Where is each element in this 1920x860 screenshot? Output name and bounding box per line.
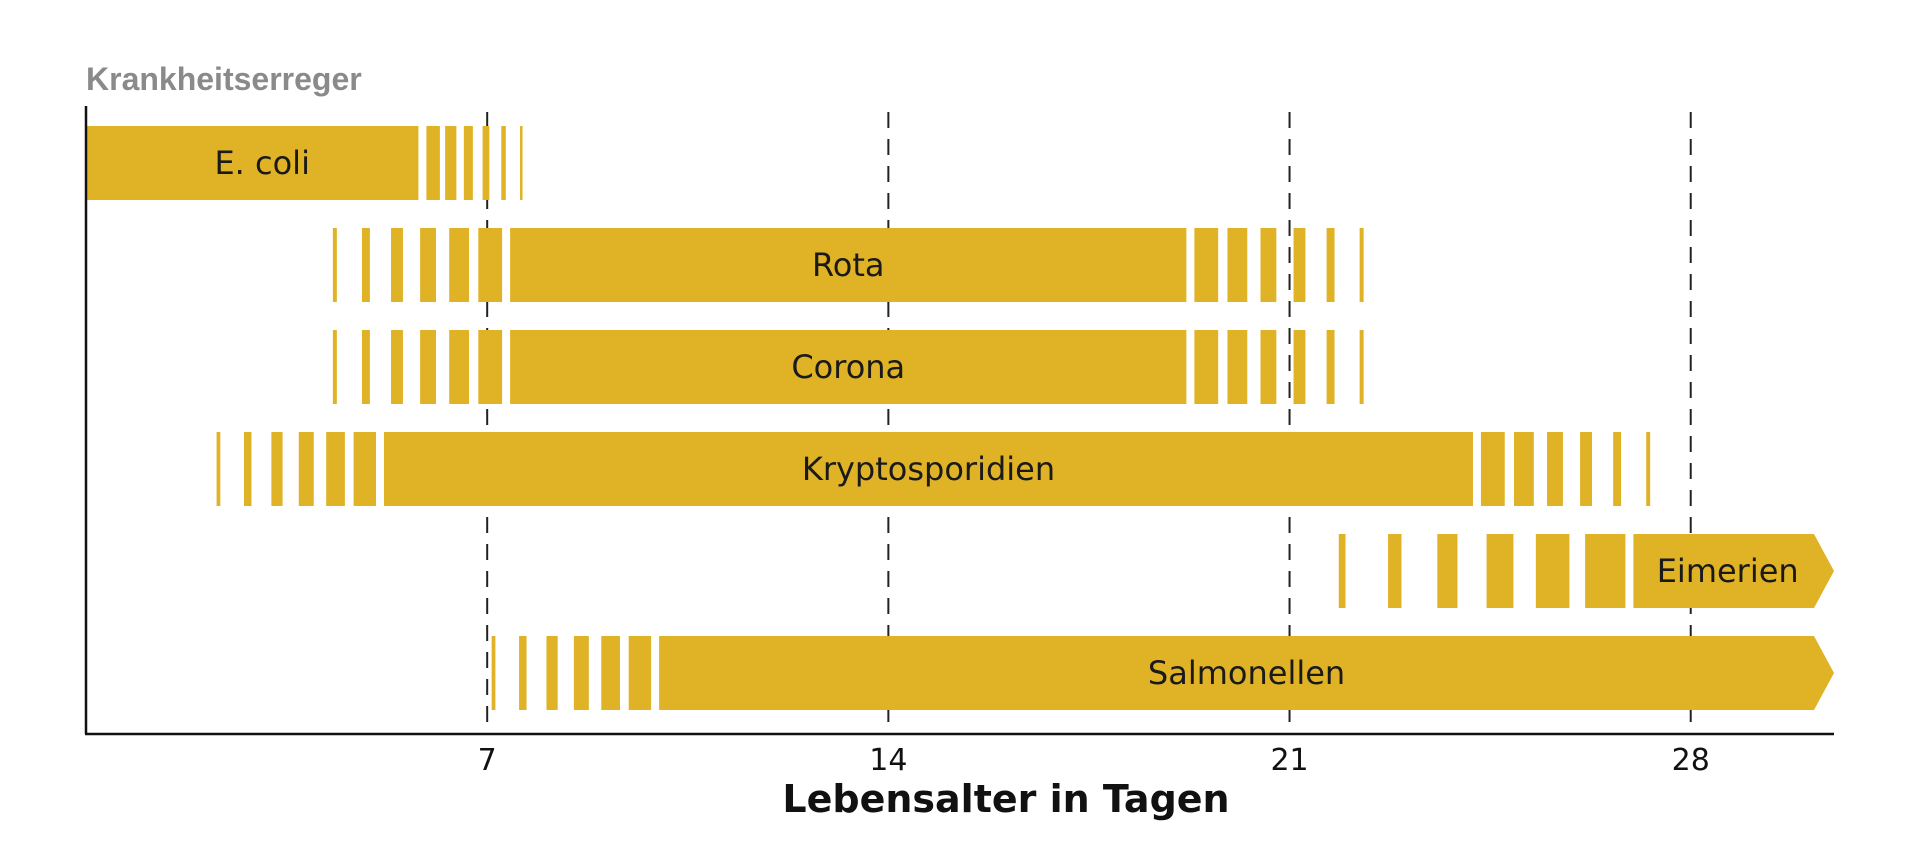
onset-stripe bbox=[1486, 534, 1514, 608]
x-tick-label-28: 28 bbox=[1672, 743, 1710, 778]
onset-stripe bbox=[1585, 534, 1626, 608]
fade-stripe bbox=[445, 126, 457, 200]
x-tick-label-7: 7 bbox=[478, 743, 497, 778]
fade-stripe bbox=[501, 126, 506, 200]
fade-stripe bbox=[1580, 432, 1592, 506]
fade-stripe bbox=[463, 126, 473, 200]
fade-stripe bbox=[1227, 330, 1248, 404]
onset-stripe bbox=[391, 330, 403, 404]
fade-stripe bbox=[1613, 432, 1622, 506]
main-bar bbox=[86, 126, 419, 200]
fade-stripe bbox=[1227, 228, 1248, 302]
onset-stripe bbox=[491, 636, 496, 710]
main-bar bbox=[659, 636, 1834, 710]
onset-stripe bbox=[361, 228, 370, 302]
bar-row-1: Rota bbox=[332, 228, 1364, 302]
onset-stripe bbox=[546, 636, 558, 710]
fade-stripe bbox=[1326, 330, 1335, 404]
x-axis-label: Lebensalter in Tagen bbox=[782, 777, 1229, 821]
onset-stripe bbox=[216, 432, 221, 506]
bar-row-3: Kryptosporidien bbox=[216, 432, 1651, 506]
onset-stripe bbox=[1535, 534, 1570, 608]
bar-row-0: E. coli bbox=[86, 126, 523, 200]
y-axis-label: Krankheitserreger bbox=[86, 61, 362, 97]
fade-stripe bbox=[1194, 330, 1219, 404]
x-tick-label-14: 14 bbox=[869, 743, 907, 778]
ticks-layer: 7 14 21 28 bbox=[478, 743, 1710, 778]
onset-stripe bbox=[449, 330, 470, 404]
fade-stripe bbox=[1260, 228, 1277, 302]
fade-stripe bbox=[1646, 432, 1651, 506]
fade-stripe bbox=[1513, 432, 1534, 506]
onset-stripe bbox=[1437, 534, 1458, 608]
main-bar bbox=[510, 330, 1187, 404]
onset-stripe bbox=[353, 432, 377, 506]
fade-stripe bbox=[1326, 228, 1335, 302]
bars-layer: E. coli Rota Corona Kryptosporidien Eimerien… bbox=[86, 126, 1834, 710]
fade-stripe bbox=[426, 126, 440, 200]
fade-stripe bbox=[1293, 330, 1306, 404]
fade-stripe bbox=[1194, 228, 1219, 302]
fade-stripe bbox=[520, 126, 523, 200]
bar-row-4: Eimerien bbox=[1338, 534, 1834, 608]
onset-stripe bbox=[326, 432, 345, 506]
onset-stripe bbox=[332, 228, 337, 302]
fade-stripe bbox=[1293, 228, 1306, 302]
onset-stripe bbox=[478, 228, 503, 302]
onset-stripe bbox=[420, 228, 436, 302]
fade-stripe bbox=[1260, 330, 1277, 404]
onset-stripe bbox=[478, 330, 503, 404]
main-bar bbox=[1633, 534, 1834, 608]
onset-stripe bbox=[1388, 534, 1402, 608]
fade-stripe bbox=[1547, 432, 1563, 506]
onset-stripe bbox=[243, 432, 252, 506]
onset-stripe bbox=[1338, 534, 1346, 608]
bar-label: Corona bbox=[791, 348, 905, 386]
bar-row-2: Corona bbox=[332, 330, 1364, 404]
bar-label: E. coli bbox=[214, 144, 310, 182]
fade-stripe bbox=[1480, 432, 1505, 506]
bar-row-5: Salmonellen bbox=[491, 636, 1834, 710]
onset-stripe bbox=[601, 636, 620, 710]
onset-stripe bbox=[361, 330, 370, 404]
onset-stripe bbox=[391, 228, 403, 302]
bar-label: Salmonellen bbox=[1148, 654, 1345, 692]
main-bar bbox=[510, 228, 1187, 302]
onset-stripe bbox=[271, 432, 283, 506]
fade-stripe bbox=[482, 126, 490, 200]
grid-layer bbox=[486, 112, 1692, 734]
onset-stripe bbox=[519, 636, 527, 710]
onset-stripe bbox=[573, 636, 589, 710]
fade-stripe bbox=[1359, 228, 1364, 302]
bar-label: Rota bbox=[812, 246, 885, 284]
onset-stripe bbox=[420, 330, 436, 404]
axes-layer bbox=[84, 106, 1834, 736]
bar-label: Eimerien bbox=[1657, 552, 1799, 590]
main-bar bbox=[384, 432, 1473, 506]
onset-stripe bbox=[449, 228, 470, 302]
bar-label: Kryptosporidien bbox=[802, 450, 1055, 488]
onset-stripe bbox=[628, 636, 652, 710]
fade-stripe bbox=[1359, 330, 1364, 404]
onset-stripe bbox=[332, 330, 337, 404]
onset-stripe bbox=[298, 432, 314, 506]
x-tick-label-21: 21 bbox=[1270, 743, 1308, 778]
